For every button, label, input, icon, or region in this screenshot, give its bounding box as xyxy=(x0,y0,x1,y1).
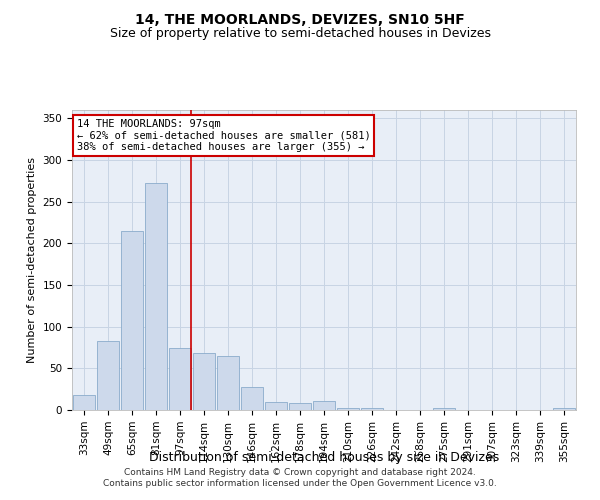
Bar xyxy=(337,408,359,410)
Bar xyxy=(241,386,263,410)
Bar xyxy=(433,408,455,410)
Bar xyxy=(217,356,239,410)
Bar xyxy=(169,348,191,410)
Bar xyxy=(73,395,95,410)
Bar xyxy=(553,408,575,410)
Bar xyxy=(361,408,383,410)
Bar xyxy=(121,231,143,410)
Bar xyxy=(313,401,335,410)
Text: 14, THE MOORLANDS, DEVIZES, SN10 5HF: 14, THE MOORLANDS, DEVIZES, SN10 5HF xyxy=(135,12,465,26)
Bar xyxy=(193,354,215,410)
Text: Distribution of semi-detached houses by size in Devizes: Distribution of semi-detached houses by … xyxy=(149,451,499,464)
Text: Size of property relative to semi-detached houses in Devizes: Size of property relative to semi-detach… xyxy=(110,28,491,40)
Bar xyxy=(97,341,119,410)
Bar xyxy=(145,184,167,410)
Text: 14 THE MOORLANDS: 97sqm
← 62% of semi-detached houses are smaller (581)
38% of s: 14 THE MOORLANDS: 97sqm ← 62% of semi-de… xyxy=(77,119,371,152)
Y-axis label: Number of semi-detached properties: Number of semi-detached properties xyxy=(27,157,37,363)
Bar xyxy=(265,402,287,410)
Text: Contains HM Land Registry data © Crown copyright and database right 2024.
Contai: Contains HM Land Registry data © Crown c… xyxy=(103,468,497,487)
Bar xyxy=(289,402,311,410)
